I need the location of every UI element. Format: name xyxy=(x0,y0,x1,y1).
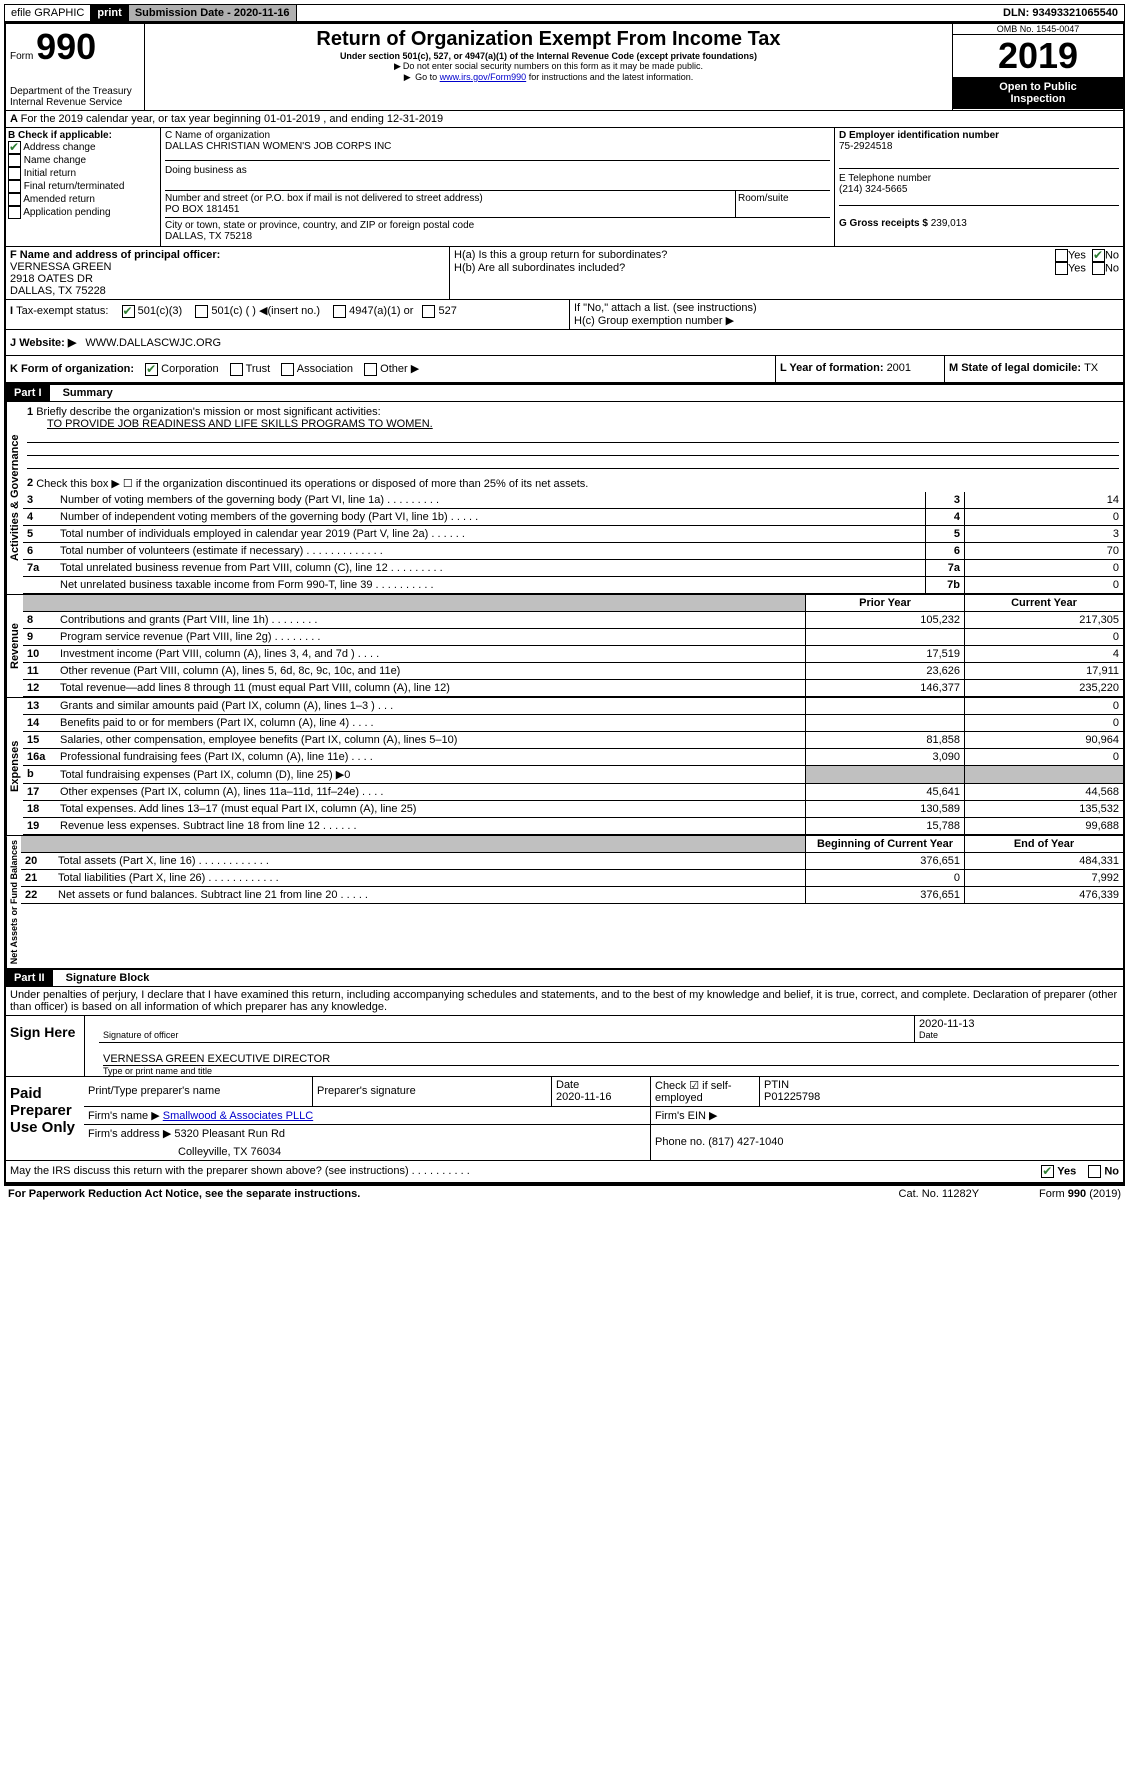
org-name: DALLAS CHRISTIAN WOMEN'S JOB CORPS INC xyxy=(165,141,830,152)
firm-addr2: Colleyville, TX 76034 xyxy=(178,1146,646,1158)
l2: Check this box ▶ ☐ if the organization d… xyxy=(36,478,588,490)
part-ii-label: Signature Block xyxy=(66,972,150,984)
addr: PO BOX 181451 xyxy=(165,204,735,215)
ha-yes[interactable]: Yes xyxy=(1055,249,1086,262)
city-label: City or town, state or province, country… xyxy=(165,220,830,231)
tax-year: 2019 xyxy=(953,35,1123,77)
form-footer: Form 990 (2019) xyxy=(1039,1188,1121,1200)
sec-expenses: Expenses xyxy=(6,698,23,835)
cb-501c3[interactable]: 501(c)(3) xyxy=(122,305,183,317)
part-ii: Part II xyxy=(6,970,53,986)
firm-link[interactable]: Smallwood & Associates PLLC xyxy=(163,1110,313,1122)
f-label: F Name and address of principal officer: xyxy=(10,249,445,261)
cb-assoc[interactable]: Association xyxy=(281,363,353,375)
cb-amended[interactable]: Amended return xyxy=(8,193,158,206)
hb-no[interactable]: No xyxy=(1092,262,1119,275)
j-label: Website: ▶ xyxy=(19,337,76,349)
domicile: TX xyxy=(1084,362,1098,374)
gov-table: 3Number of voting members of the governi… xyxy=(23,492,1123,594)
tax-period: A For the 2019 calendar year, or tax yea… xyxy=(6,111,1123,128)
paid-preparer: Paid Preparer Use Only xyxy=(6,1077,84,1160)
cb-527[interactable]: 527 xyxy=(422,305,456,317)
officer-name: VERNESSA GREEN xyxy=(10,261,445,273)
net-table: Beginning of Current YearEnd of Year 20T… xyxy=(21,836,1123,904)
section-b: B Check if applicable: Address change Na… xyxy=(6,128,161,246)
cb-501c[interactable]: 501(c) ( ) ◀(insert no.) xyxy=(195,305,320,317)
sign-here: Sign Here xyxy=(6,1016,84,1076)
phone: (214) 324-5665 xyxy=(839,184,1119,195)
ha-no[interactable]: No xyxy=(1092,249,1119,262)
cb-4947[interactable]: 4947(a)(1) or xyxy=(333,305,413,317)
sig-date: 2020-11-13 xyxy=(919,1018,1119,1030)
l1-label: Briefly describe the organization's miss… xyxy=(36,406,380,418)
room-label: Room/suite xyxy=(735,191,830,217)
preparer-table: Print/Type preparer's name Preparer's si… xyxy=(84,1077,1123,1160)
k-label: K Form of organization: xyxy=(10,363,134,375)
year-formation: 2001 xyxy=(887,362,911,374)
addr-label: Number and street (or P.O. box if mail i… xyxy=(165,193,735,204)
form-number: 990 xyxy=(36,26,96,67)
omb: OMB No. 1545-0047 xyxy=(953,24,1123,35)
discuss-yes[interactable]: Yes xyxy=(1041,1165,1076,1178)
officer-addr1: 2918 OATES DR xyxy=(10,273,445,285)
form-title: Return of Organization Exempt From Incom… xyxy=(149,28,948,51)
exp-table: 13Grants and similar amounts paid (Part … xyxy=(23,698,1123,835)
hc-label: H(c) Group exemption number ▶ xyxy=(574,314,1119,327)
cb-trust[interactable]: Trust xyxy=(230,363,271,375)
form-word: Form xyxy=(10,51,33,62)
cb-address-change[interactable]: Address change xyxy=(8,141,158,154)
top-bar: efile GRAPHIC print Submission Date - 20… xyxy=(4,4,1125,22)
c-name-label: C Name of organization xyxy=(165,130,830,141)
hb-label: H(b) Are all subordinates included? xyxy=(454,262,1055,275)
g-label: G Gross receipts $ xyxy=(839,218,931,229)
goto-note: Go to www.irs.gov/Form990 for instructio… xyxy=(149,72,948,83)
sig-officer-label: Signature of officer xyxy=(103,1030,910,1040)
officer-addr2: DALLAS, TX 75228 xyxy=(10,285,445,297)
discuss-q: May the IRS discuss this return with the… xyxy=(10,1165,1041,1178)
pra-notice: For Paperwork Reduction Act Notice, see … xyxy=(8,1188,899,1200)
ssn-note: Do not enter social security numbers on … xyxy=(149,61,948,72)
sec-net: Net Assets or Fund Balances xyxy=(6,836,21,968)
rev-table: Prior YearCurrent Year 8Contributions an… xyxy=(23,595,1123,697)
irs-link[interactable]: www.irs.gov/Form990 xyxy=(440,72,527,82)
cb-other[interactable]: Other ▶ xyxy=(364,363,419,375)
dba-label: Doing business as xyxy=(165,165,830,176)
cat-no: Cat. No. 11282Y xyxy=(899,1188,980,1200)
perjury: Under penalties of perjury, I declare th… xyxy=(6,987,1123,1016)
mission: TO PROVIDE JOB READINESS AND LIFE SKILLS… xyxy=(47,418,433,430)
ein: 75-2924518 xyxy=(839,141,1119,152)
print-button[interactable]: print xyxy=(91,5,128,21)
d-label: D Employer identification number xyxy=(839,130,1119,141)
hb-yes[interactable]: Yes xyxy=(1055,262,1086,275)
dept: Department of the Treasury Internal Reve… xyxy=(10,86,140,108)
submission-date: Submission Date - 2020-11-16 xyxy=(129,5,297,21)
ha-label: H(a) Is this a group return for subordin… xyxy=(454,249,1055,262)
city: DALLAS, TX 75218 xyxy=(165,231,830,242)
cb-final-return[interactable]: Final return/terminated xyxy=(8,180,158,193)
part-i-label: Summary xyxy=(63,387,113,399)
cb-application[interactable]: Application pending xyxy=(8,206,158,219)
gross-receipts: 239,013 xyxy=(931,218,967,229)
firm-phone: (817) 427-1040 xyxy=(708,1136,783,1148)
sec-governance: Activities & Governance xyxy=(6,402,23,594)
cb-name-change[interactable]: Name change xyxy=(8,154,158,167)
cb-initial-return[interactable]: Initial return xyxy=(8,167,158,180)
firm-addr1: 5320 Pleasant Run Rd xyxy=(174,1128,285,1140)
open-inspection: Open to Public Inspection xyxy=(953,77,1123,109)
part-i: Part I xyxy=(6,385,50,401)
ptin: P01225798 xyxy=(764,1091,820,1103)
sec-revenue: Revenue xyxy=(6,595,23,697)
cb-corp[interactable]: Corporation xyxy=(145,363,219,375)
dln: DLN: 93493321065540 xyxy=(997,5,1124,21)
subtitle: Under section 501(c), 527, or 4947(a)(1)… xyxy=(149,51,948,61)
website: WWW.DALLASCWJC.ORG xyxy=(85,337,221,349)
form-header: Form 990 Department of the Treasury Inte… xyxy=(6,24,1123,111)
discuss-no[interactable]: No xyxy=(1088,1165,1119,1178)
efile-label: efile GRAPHIC xyxy=(5,5,91,21)
e-label: E Telephone number xyxy=(839,173,1119,184)
i-label: Tax-exempt status: xyxy=(16,305,108,317)
hb-note: If "No," attach a list. (see instruction… xyxy=(574,302,1119,314)
officer-name-title: VERNESSA GREEN EXECUTIVE DIRECTOR xyxy=(103,1053,1119,1066)
